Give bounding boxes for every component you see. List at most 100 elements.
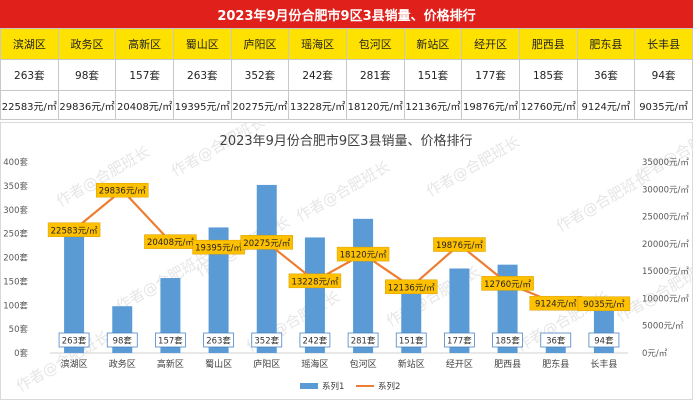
bar-value-label: 281套 xyxy=(351,336,376,347)
x-tick-label: 滨湖区 xyxy=(61,358,88,370)
price-label-box xyxy=(385,279,438,295)
price-value-label: 12136元/㎡ xyxy=(388,283,435,293)
district-header-cell: 滨湖区 xyxy=(0,28,59,60)
y-left-tick-label: 350套 xyxy=(3,181,28,192)
x-tick-label: 肥东县 xyxy=(542,358,569,370)
bar-value-label: 263套 xyxy=(62,336,87,347)
price-cell: 13228元/㎡ xyxy=(288,90,347,120)
price-cell: 18120元/㎡ xyxy=(345,90,405,120)
x-tick-label: 高新区 xyxy=(157,358,184,370)
x-tick-label: 包河区 xyxy=(350,358,377,370)
price-cell: 29836元/㎡ xyxy=(57,90,117,120)
x-tick-label: 新站区 xyxy=(398,358,425,370)
bar xyxy=(64,227,85,353)
volume-cell: 36套 xyxy=(576,59,636,91)
district-header-cell: 经开区 xyxy=(461,28,520,60)
bar-label-box xyxy=(203,332,234,348)
bar-value-label: 352套 xyxy=(254,336,279,347)
bar-value-label: 185套 xyxy=(495,336,520,347)
price-value-label: 20408元/㎡ xyxy=(147,238,194,248)
district-header-cell: 政务区 xyxy=(57,28,117,60)
bar-label-box xyxy=(395,332,427,348)
price-value-label: 9124元/㎡ xyxy=(535,300,577,310)
district-header-cell: 肥东县 xyxy=(576,28,636,60)
bar-value-label: 98套 xyxy=(113,336,133,347)
y-right-tick-label: 35000元/㎡ xyxy=(642,158,689,168)
bar-label-box xyxy=(58,332,90,348)
summary-table-block: 2023年9月份合肥市9区3县销量、价格排行 滨湖区 政务区 高新区 蜀山区 庐阳区 瑶海… xyxy=(0,0,693,120)
bar-label-box xyxy=(492,332,523,348)
volume-cell: 352套 xyxy=(230,59,290,91)
y-right-tick-label: 15000元/㎡ xyxy=(642,267,689,277)
bar-label-box xyxy=(540,332,572,348)
bar xyxy=(304,237,325,353)
price-value-label: 22583元/㎡ xyxy=(51,226,98,236)
summary-table: 滨湖区 政务区 高新区 蜀山区 庐阳区 瑶海区 包河区 新站区 经开区 肥西县 肥东县 长丰县 263… xyxy=(0,28,693,120)
price-cell: 12760元/㎡ xyxy=(518,90,578,120)
y-left-tick-label: 0套 xyxy=(14,348,28,359)
y-right-tick-label: 30000元/㎡ xyxy=(642,185,689,195)
district-header-row: 滨湖区 政务区 高新区 蜀山区 庐阳区 瑶海区 包河区 新站区 经开区 肥西县 肥东县 长丰县 xyxy=(0,28,693,60)
district-header-cell: 新站区 xyxy=(403,28,463,60)
district-header-cell: 肥西县 xyxy=(518,28,578,60)
y-left-tick-label: 50套 xyxy=(9,324,29,335)
volume-cell: 185套 xyxy=(518,59,578,91)
price-label-box xyxy=(433,237,486,252)
volume-cell: 151套 xyxy=(403,59,463,91)
price-cell: 20408元/㎡ xyxy=(115,90,174,120)
bar-label-box xyxy=(444,332,475,348)
price-label-box xyxy=(288,273,342,289)
price-value-label: 29836元/㎡ xyxy=(99,187,146,197)
bar-value-label: 36套 xyxy=(546,336,566,347)
price-value-label: 12760元/㎡ xyxy=(484,280,531,290)
axes-layer: 0套 50套 100套 150套 200套 250套 300套 350套 400套 0元/㎡ 500… xyxy=(3,157,689,370)
table-title: 2023年9月份合肥市9区3县销量、价格排行 xyxy=(0,0,693,28)
bar-value-label: 151套 xyxy=(399,336,424,347)
price-cell: 22583元/㎡ xyxy=(0,90,59,120)
data-labels-layer: 263套 98套 157套 263套 352套 242套 281套 151套 177套 185套 3… xyxy=(47,182,631,348)
price-cell: 9035元/㎡ xyxy=(634,90,693,120)
volume-cell: 98套 xyxy=(57,59,117,91)
bar-value-label: 94套 xyxy=(594,336,614,347)
y-right-tick-label: 20000元/㎡ xyxy=(642,240,689,250)
bar xyxy=(256,184,277,353)
legend-label-series2: 系列2 xyxy=(378,381,400,392)
bar-label-box xyxy=(347,332,379,348)
volume-cell: 177套 xyxy=(461,59,520,91)
price-label-box xyxy=(481,276,534,291)
district-header-cell: 瑶海区 xyxy=(288,28,347,60)
x-tick-label: 政务区 xyxy=(109,358,136,370)
price-value-label: 20275元/㎡ xyxy=(243,239,290,249)
bar-label-box xyxy=(251,332,283,348)
price-cell: 20275元/㎡ xyxy=(230,90,290,120)
bar-label-box xyxy=(588,332,620,348)
x-tick-label: 瑶海区 xyxy=(301,358,328,370)
y-left-tick-label: 250套 xyxy=(3,229,28,240)
legend: 系列1 系列2 xyxy=(300,381,400,392)
volume-cell: 263套 xyxy=(172,59,232,91)
x-tick-label: 蜀山区 xyxy=(205,359,232,370)
bar-value-label: 242套 xyxy=(303,336,328,347)
price-cell: 19395元/㎡ xyxy=(172,90,232,120)
x-tick-label: 庐阳区 xyxy=(253,358,280,370)
y-right-tick-label: 0元/㎡ xyxy=(642,349,668,359)
bar-value-label: 177套 xyxy=(447,336,472,347)
price-cell: 12136元/㎡ xyxy=(403,90,463,120)
price-label-box xyxy=(96,182,149,198)
bar-label-box xyxy=(106,332,138,348)
volume-cell: 263套 xyxy=(0,59,59,91)
bar-value-label: 157套 xyxy=(158,336,183,347)
price-value-label: 9035元/㎡ xyxy=(583,300,625,310)
district-header-cell: 庐阳区 xyxy=(230,28,290,60)
chart-area: 作者@合肥班长 作者@合肥班长 作者@合肥班长 作者@合肥班长 作者@合肥班长 作者@合肥… xyxy=(0,112,693,400)
legend-swatch-bar xyxy=(300,383,318,389)
district-header-cell: 高新区 xyxy=(115,28,174,60)
price-value-label: 19395元/㎡ xyxy=(195,244,242,254)
y-right-tick-label: 10000元/㎡ xyxy=(642,294,689,304)
volume-cell: 242套 xyxy=(288,59,347,91)
bar-value-label: 263套 xyxy=(206,336,231,347)
y-right-tick-label: 25000元/㎡ xyxy=(642,213,689,223)
volume-cell: 94套 xyxy=(634,59,693,91)
x-tick-label: 经开区 xyxy=(446,358,473,370)
